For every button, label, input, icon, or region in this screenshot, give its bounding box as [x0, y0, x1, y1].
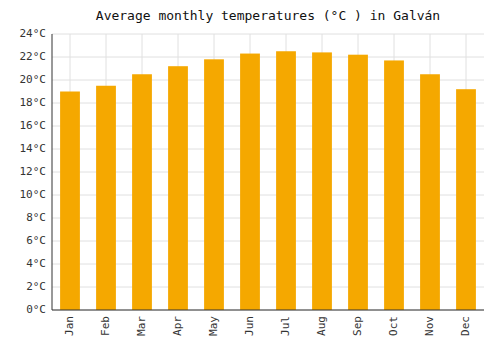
x-tick-label: Jan — [63, 316, 76, 336]
bar — [96, 86, 116, 310]
x-tick-label: Jun — [243, 316, 256, 336]
x-tick-label: Feb — [99, 316, 112, 336]
y-tick-labels: 0°C 2°C 4°C 6°C 8°C 10°C 12°C 14°C 16°C 18°C 20°C 2… — [20, 27, 47, 316]
bar — [312, 52, 332, 310]
y-tick-label: 4°C — [26, 257, 46, 270]
x-tick-label: Apr — [171, 316, 184, 336]
x-tick-label: Dec — [459, 316, 472, 336]
y-tick-label: 24°C — [20, 27, 47, 40]
y-tick-label: 12°C — [20, 165, 47, 178]
grid-line-y — [52, 149, 484, 150]
x-tick-label: Oct — [387, 316, 400, 336]
x-tick-label: Sep — [351, 316, 364, 336]
bar — [240, 54, 260, 310]
grid — [52, 34, 484, 310]
grid-line-y — [52, 195, 484, 196]
grid-line-y — [52, 80, 484, 81]
x-axis-line — [52, 310, 484, 311]
y-tick-label: 14°C — [20, 142, 47, 155]
chart-container: 0°C 2°C 4°C 6°C 8°C 10°C 12°C 14°C 16°C 18°C 20°C 2… — [0, 0, 500, 350]
grid-line-y — [52, 287, 484, 288]
x-tick-label: Jul — [279, 316, 292, 336]
bar — [348, 55, 368, 310]
y-axis-line — [52, 34, 53, 310]
bar — [60, 92, 80, 311]
x-tick-label: Aug — [315, 316, 328, 336]
y-tick-label: 2°C — [26, 280, 46, 293]
title: Average monthly temperatures (°C ) in Ga… — [96, 8, 440, 23]
grid-line-y — [52, 126, 484, 127]
y-tick-label: 20°C — [20, 73, 47, 86]
x-tick-label: Mar — [135, 316, 148, 336]
grid-line-y — [52, 218, 484, 219]
y-tick-label: 6°C — [26, 234, 46, 247]
grid-line-y — [52, 57, 484, 58]
bar — [276, 51, 296, 310]
grid-line-y — [52, 241, 484, 242]
y-tick-label: 16°C — [20, 119, 47, 132]
y-tick-label: 18°C — [20, 96, 47, 109]
bar — [420, 74, 440, 310]
bar — [456, 89, 476, 310]
bars — [60, 51, 476, 310]
grid-line-y — [52, 310, 484, 311]
grid-line-y — [52, 172, 484, 173]
y-tick-label: 0°C — [26, 303, 46, 316]
bar — [132, 74, 152, 310]
grid-line-y — [52, 34, 484, 35]
chart-svg: 0°C 2°C 4°C 6°C 8°C 10°C 12°C 14°C 16°C 18°C 20°C 2… — [0, 0, 500, 350]
x-tick-labels: Jan Feb Mar Apr May Jun Jul Aug Sep Oct Nov Dec — [63, 316, 472, 336]
y-tick-label: 22°C — [20, 50, 47, 63]
bar — [168, 66, 188, 310]
grid-line-y — [52, 103, 484, 104]
bar — [204, 59, 224, 310]
x-tick-label: May — [207, 316, 220, 336]
y-tick-label: 8°C — [26, 211, 46, 224]
bar — [384, 60, 404, 310]
y-tick-label: 10°C — [20, 188, 47, 201]
grid-line-y — [52, 264, 484, 265]
x-tick-label: Nov — [423, 316, 436, 336]
